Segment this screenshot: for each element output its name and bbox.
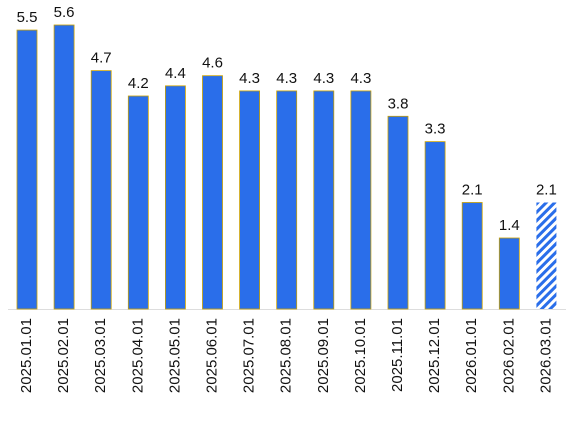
x-tick-label: 2025.12.01 xyxy=(426,318,443,393)
bar xyxy=(164,85,186,310)
value-label: 4.3 xyxy=(276,70,297,87)
bar xyxy=(424,141,446,310)
bar xyxy=(239,90,261,310)
value-label: 4.2 xyxy=(128,75,149,92)
value-label: 5.6 xyxy=(54,4,75,21)
bar xyxy=(90,70,112,310)
value-label: 4.3 xyxy=(313,70,334,87)
value-label: 3.8 xyxy=(388,95,409,112)
value-label: 4.4 xyxy=(165,65,186,82)
bar xyxy=(350,90,372,310)
x-tick-label: 2025.09.01 xyxy=(315,318,332,393)
value-label: 2.1 xyxy=(536,182,557,199)
bar xyxy=(461,202,483,310)
bar xyxy=(202,75,223,310)
value-label: 4.3 xyxy=(350,70,371,87)
x-tick-label: 2025.08.01 xyxy=(278,318,295,393)
x-tick-label: 2025.11.01 xyxy=(389,318,406,392)
x-tick-label: 2026.02.01 xyxy=(500,318,517,393)
bar xyxy=(498,237,520,310)
value-label: 2.1 xyxy=(462,182,483,199)
value-label: 1.4 xyxy=(499,217,520,234)
value-label: 4.7 xyxy=(91,50,112,67)
x-tick-label: 2025.04.01 xyxy=(129,318,146,393)
x-tick-label: 2025.07.01 xyxy=(241,318,258,393)
value-label: 3.3 xyxy=(425,121,446,138)
x-tick-label: 2026.01.01 xyxy=(463,318,480,393)
value-label: 5.5 xyxy=(17,9,38,26)
x-tick-label: 2025.01.01 xyxy=(18,318,35,393)
value-label: 4.3 xyxy=(239,70,260,87)
bar xyxy=(313,90,335,310)
bar xyxy=(276,90,298,310)
x-tick-label: 2025.03.01 xyxy=(92,318,109,393)
bar xyxy=(53,24,75,310)
bar xyxy=(536,202,557,309)
value-label: 4.6 xyxy=(202,55,223,72)
bar xyxy=(16,29,38,310)
x-tick-label: 2025.02.01 xyxy=(55,318,72,393)
x-tick-label: 2025.10.01 xyxy=(352,318,369,393)
bar xyxy=(127,95,149,310)
x-tick-label: 2025.05.01 xyxy=(166,318,183,393)
x-tick-label: 2026.03.01 xyxy=(537,318,554,393)
bar xyxy=(387,115,409,310)
x-tick-label: 2025.06.01 xyxy=(203,318,220,393)
